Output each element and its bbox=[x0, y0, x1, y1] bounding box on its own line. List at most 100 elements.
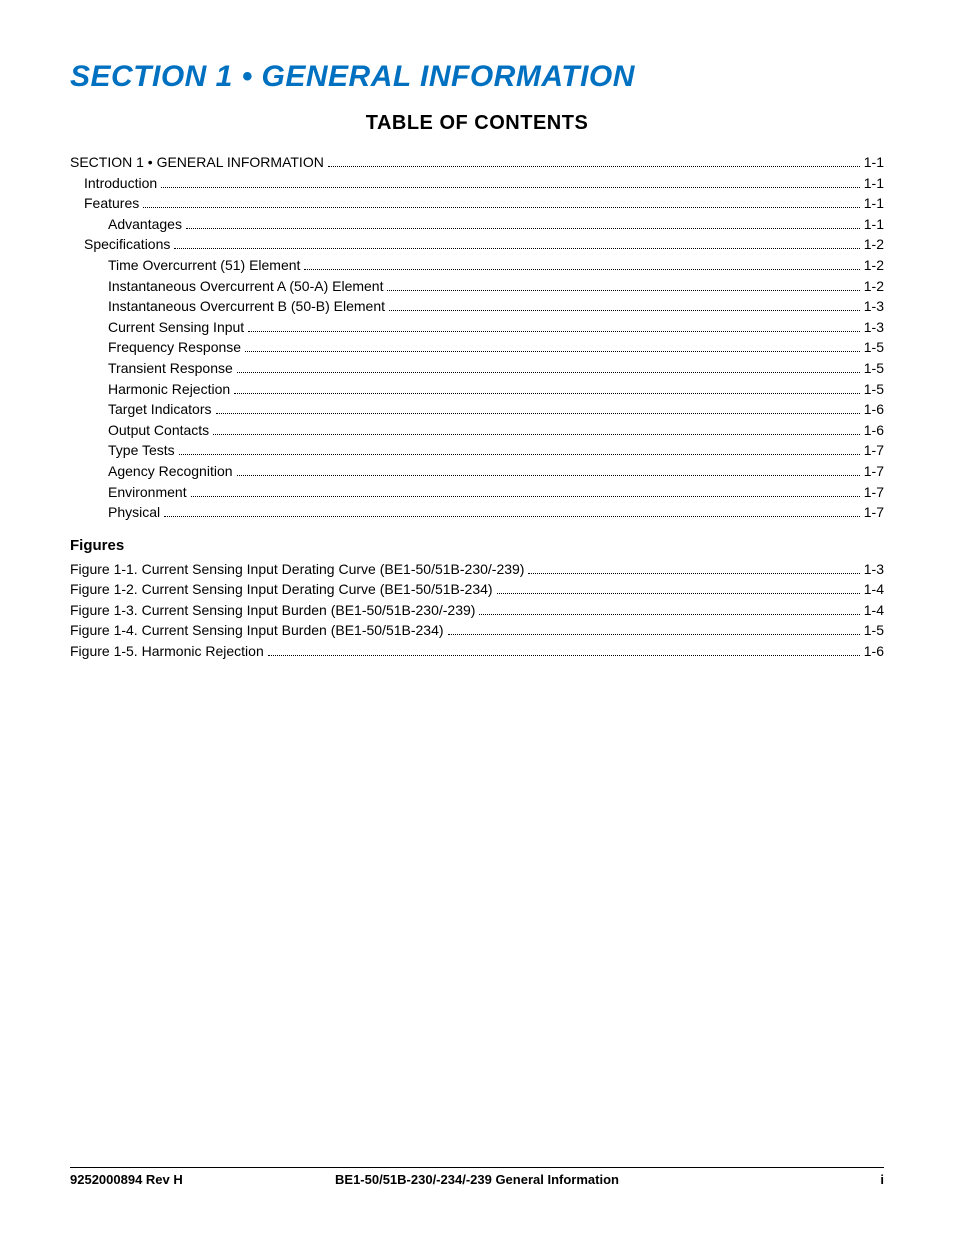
toc-label: Agency Recognition bbox=[108, 462, 233, 482]
figures-page: 1-5 bbox=[864, 621, 884, 641]
toc-label: Physical bbox=[108, 503, 160, 523]
toc-page: 1-1 bbox=[864, 194, 884, 214]
toc-page: 1-6 bbox=[864, 400, 884, 420]
toc-leader-dots bbox=[448, 634, 860, 635]
figures-page: 1-4 bbox=[864, 601, 884, 621]
toc-leader-dots bbox=[304, 269, 859, 270]
toc-row: Target Indicators 1-6 bbox=[70, 400, 884, 420]
toc-leader-dots bbox=[528, 573, 859, 574]
toc-label: Target Indicators bbox=[108, 400, 212, 420]
figures-label: Figure 1-3. Current Sensing Input Burden… bbox=[70, 601, 475, 621]
toc-row: Transient Response 1-5 bbox=[70, 359, 884, 379]
toc-page: 1-7 bbox=[864, 462, 884, 482]
toc-page: 1-5 bbox=[864, 359, 884, 379]
toc-page: 1-3 bbox=[864, 318, 884, 338]
footer-left: 9252000894 Rev H bbox=[70, 1172, 183, 1187]
toc-row: Environment 1-7 bbox=[70, 483, 884, 503]
toc-leader-dots bbox=[237, 372, 860, 373]
page-footer: 9252000894 Rev H BE1-50/51B-230/-234/-23… bbox=[70, 1167, 884, 1187]
toc-leader-dots bbox=[389, 310, 860, 311]
toc-list: SECTION 1 • GENERAL INFORMATION1-1Introd… bbox=[70, 153, 884, 523]
toc-leader-dots bbox=[245, 351, 860, 352]
toc-leader-dots bbox=[237, 475, 860, 476]
figures-row: Figure 1-1. Current Sensing Input Derati… bbox=[70, 560, 884, 580]
toc-label: Frequency Response bbox=[108, 338, 241, 358]
toc-row: Current Sensing Input 1-3 bbox=[70, 318, 884, 338]
figures-label: Figure 1-4. Current Sensing Input Burden… bbox=[70, 621, 444, 641]
toc-heading: TABLE OF CONTENTS bbox=[70, 112, 884, 135]
figures-label: Figure 1-1. Current Sensing Input Derati… bbox=[70, 560, 524, 580]
toc-page: 1-2 bbox=[864, 277, 884, 297]
toc-leader-dots bbox=[164, 516, 860, 517]
figures-row: Figure 1-4. Current Sensing Input Burden… bbox=[70, 621, 884, 641]
toc-label: Type Tests bbox=[108, 441, 175, 461]
figures-heading: Figures bbox=[70, 537, 884, 554]
toc-page: 1-7 bbox=[864, 441, 884, 461]
toc-row: Agency Recognition 1-7 bbox=[70, 462, 884, 482]
toc-label: Current Sensing Input bbox=[108, 318, 244, 338]
figures-label: Figure 1-5. Harmonic Rejection bbox=[70, 642, 264, 662]
toc-page: 1-3 bbox=[864, 297, 884, 317]
toc-row: Advantages 1-1 bbox=[70, 215, 884, 235]
toc-leader-dots bbox=[328, 166, 860, 167]
toc-leader-dots bbox=[179, 454, 860, 455]
document-page: SECTION 1 • GENERAL INFORMATION TABLE OF… bbox=[0, 0, 954, 1235]
toc-leader-dots bbox=[234, 393, 860, 394]
toc-leader-dots bbox=[497, 593, 860, 594]
toc-row: Instantaneous Overcurrent B (50-B) Eleme… bbox=[70, 297, 884, 317]
toc-leader-dots bbox=[479, 614, 859, 615]
toc-leader-dots bbox=[161, 187, 860, 188]
toc-row: Type Tests 1-7 bbox=[70, 441, 884, 461]
toc-label: Environment bbox=[108, 483, 187, 503]
toc-leader-dots bbox=[191, 496, 860, 497]
toc-page: 1-7 bbox=[864, 503, 884, 523]
toc-page: 1-1 bbox=[864, 174, 884, 194]
figures-page: 1-4 bbox=[864, 580, 884, 600]
toc-row: SECTION 1 • GENERAL INFORMATION 1-1 bbox=[70, 153, 884, 173]
figures-page: 1-3 bbox=[864, 560, 884, 580]
toc-label: Specifications bbox=[84, 235, 170, 255]
toc-row: Time Overcurrent (51) Element1-2 bbox=[70, 256, 884, 276]
footer-center: BE1-50/51B-230/-234/-239 General Informa… bbox=[70, 1172, 884, 1187]
toc-label: Introduction bbox=[84, 174, 157, 194]
figures-row: Figure 1-5. Harmonic Rejection 1-6 bbox=[70, 642, 884, 662]
toc-leader-dots bbox=[216, 413, 860, 414]
toc-leader-dots bbox=[387, 290, 859, 291]
toc-leader-dots bbox=[174, 248, 859, 249]
toc-page: 1-1 bbox=[864, 153, 884, 173]
toc-label: SECTION 1 • GENERAL INFORMATION bbox=[70, 153, 324, 173]
toc-label: Advantages bbox=[108, 215, 182, 235]
figures-label: Figure 1-2. Current Sensing Input Derati… bbox=[70, 580, 493, 600]
toc-label: Instantaneous Overcurrent B (50-B) Eleme… bbox=[108, 297, 385, 317]
toc-leader-dots bbox=[268, 655, 860, 656]
toc-page: 1-1 bbox=[864, 215, 884, 235]
toc-row: Specifications 1-2 bbox=[70, 235, 884, 255]
toc-label: Harmonic Rejection bbox=[108, 380, 230, 400]
toc-leader-dots bbox=[143, 207, 860, 208]
toc-leader-dots bbox=[186, 228, 860, 229]
toc-label: Output Contacts bbox=[108, 421, 209, 441]
figures-page: 1-6 bbox=[864, 642, 884, 662]
figures-row: Figure 1-2. Current Sensing Input Derati… bbox=[70, 580, 884, 600]
toc-label: Transient Response bbox=[108, 359, 233, 379]
toc-page: 1-7 bbox=[864, 483, 884, 503]
toc-page: 1-2 bbox=[864, 256, 884, 276]
toc-leader-dots bbox=[248, 331, 860, 332]
figures-row: Figure 1-3. Current Sensing Input Burden… bbox=[70, 601, 884, 621]
toc-page: 1-5 bbox=[864, 338, 884, 358]
toc-leader-dots bbox=[213, 434, 860, 435]
toc-row: Introduction 1-1 bbox=[70, 174, 884, 194]
toc-row: Harmonic Rejection 1-5 bbox=[70, 380, 884, 400]
toc-page: 1-5 bbox=[864, 380, 884, 400]
toc-row: Output Contacts 1-6 bbox=[70, 421, 884, 441]
toc-page: 1-2 bbox=[864, 235, 884, 255]
figures-list: Figure 1-1. Current Sensing Input Derati… bbox=[70, 560, 884, 662]
toc-row: Physical 1-7 bbox=[70, 503, 884, 523]
toc-page: 1-6 bbox=[864, 421, 884, 441]
toc-label: Features bbox=[84, 194, 139, 214]
section-title: SECTION 1 • GENERAL INFORMATION bbox=[70, 60, 884, 94]
toc-row: Frequency Response 1-5 bbox=[70, 338, 884, 358]
footer-right: i bbox=[880, 1172, 884, 1187]
toc-row: Features 1-1 bbox=[70, 194, 884, 214]
toc-label: Instantaneous Overcurrent A (50-A) Eleme… bbox=[108, 277, 383, 297]
